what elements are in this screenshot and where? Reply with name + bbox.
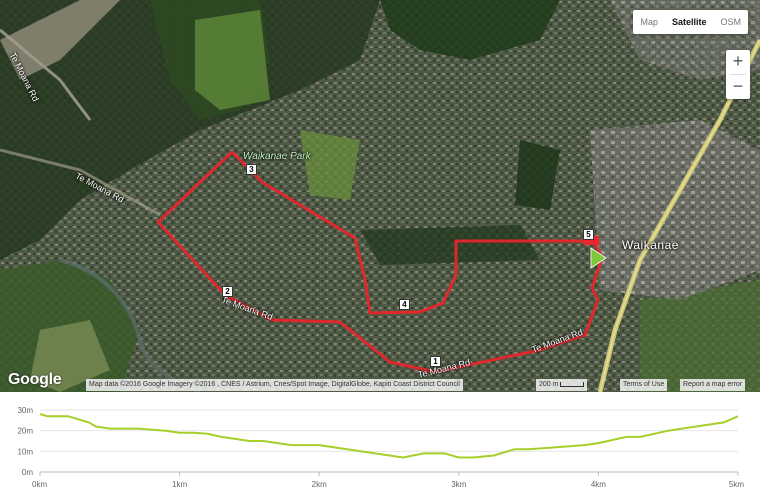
- elevation-profile: 30m 20m 10m 0m 0km 1km 2km 3km 4km 5km: [0, 392, 768, 496]
- town-label: Waikanae: [622, 238, 679, 252]
- route-marker-4[interactable]: 4: [399, 299, 410, 310]
- terms-of-use-link[interactable]: Terms of Use: [620, 379, 668, 391]
- elevation-y-tick: 10m: [17, 447, 33, 456]
- zoom-out-button[interactable]: −: [732, 76, 744, 96]
- map-type-satellite[interactable]: Satellite: [671, 17, 707, 27]
- finish-flag: [583, 236, 599, 245]
- elevation-chart: 30m 20m 10m 0m 0km 1km 2km 3km 4km 5km: [17, 406, 744, 489]
- elevation-x-tick: 1km: [172, 480, 187, 489]
- route-marker-1[interactable]: 1: [430, 356, 441, 367]
- map-attribution: Map data ©2016 Google Imagery ©2016 , CN…: [86, 379, 463, 391]
- map-type-osm[interactable]: OSM: [720, 17, 741, 27]
- route-marker-2[interactable]: 2: [222, 286, 233, 297]
- elevation-y-tick: 20m: [17, 427, 33, 436]
- elevation-x-tick: 5km: [729, 480, 744, 489]
- report-map-error-link[interactable]: Report a map error: [680, 379, 746, 391]
- route-marker-3[interactable]: 3: [246, 164, 257, 175]
- zoom-control: + −: [726, 50, 750, 99]
- elevation-x-tick: 0km: [32, 480, 47, 489]
- elevation-x-tick: 2km: [312, 480, 327, 489]
- map-scale[interactable]: 200 m: [536, 379, 588, 391]
- google-logo[interactable]: Google: [8, 371, 62, 388]
- route-line: [156, 150, 604, 374]
- elevation-x-tick: 4km: [591, 480, 606, 489]
- scale-label: 200 m: [539, 381, 559, 388]
- zoom-in-button[interactable]: +: [732, 51, 744, 71]
- park-label: Waikanae Park: [243, 151, 311, 162]
- map-type-control: Map Satellite OSM: [633, 10, 748, 34]
- elevation-y-tick: 30m: [17, 406, 33, 415]
- elevation-y-tick: 0m: [22, 468, 33, 477]
- map-view[interactable]: Te Moana Rd Te Moana Rd Te Moana Rd Te M…: [0, 0, 760, 392]
- scale-bar: [560, 381, 585, 387]
- start-arrow: [590, 247, 607, 269]
- route-marker-5[interactable]: 5: [583, 229, 594, 240]
- map-type-map[interactable]: Map: [640, 17, 658, 27]
- satellite-imagery: [0, 0, 760, 392]
- elevation-x-tick: 3km: [451, 480, 466, 489]
- zoom-divider: [730, 74, 746, 75]
- elevation-series-line: [39, 413, 739, 459]
